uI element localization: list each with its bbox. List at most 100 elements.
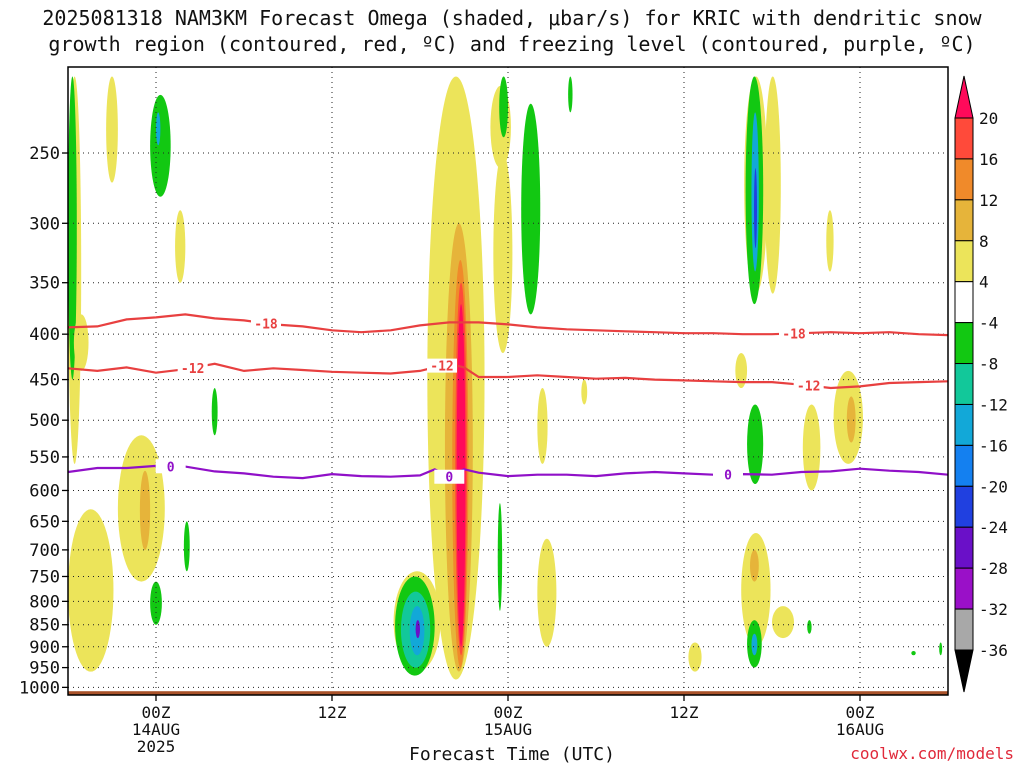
colorbar-tick-label: 4: [979, 273, 989, 292]
omega-shade-green: [68, 76, 77, 380]
omega-shade-yellow: [106, 76, 118, 183]
source-credit: coolwx.com/models: [850, 744, 1014, 763]
colorbar-tick-label: -4: [979, 314, 998, 333]
omega-shade-green: [807, 620, 812, 634]
contour-label-bg: [793, 378, 824, 393]
contour-label-bg: [155, 459, 186, 474]
omega-shade-green: [150, 581, 162, 625]
contour-label: -12: [797, 380, 820, 395]
y-tick-label: 1000: [19, 678, 60, 698]
contour-label: 0: [445, 471, 453, 486]
contour-label: -18: [254, 317, 278, 332]
x-tick-label: 14AUG: [132, 720, 180, 739]
y-tick-label: 950: [29, 659, 60, 679]
x-axis-label: Forecast Time (UTC): [409, 744, 615, 765]
contour-label-bg: [427, 358, 457, 373]
omega-shade-cyan: [751, 633, 758, 656]
omega-shade-yellow: [772, 606, 794, 639]
colorbar-segment: [954, 444, 974, 487]
omega-shade-yellow: [741, 533, 771, 647]
colorbar-segment: [954, 240, 974, 283]
y-tick-label: 700: [29, 541, 60, 561]
omega-shade-green: [183, 521, 190, 572]
chart-title-line-1: 2025081318 NAM3KM Forecast Omega (shaded…: [42, 6, 982, 30]
y-tick-label: 800: [29, 592, 60, 612]
omega-shade-yellow: [175, 210, 186, 283]
contour-label: -12: [430, 360, 453, 375]
colorbar-segment: [954, 281, 974, 324]
contour-label: 0: [724, 468, 732, 483]
colorbar-segment: [954, 199, 974, 242]
omega-shade-yellow: [68, 509, 114, 672]
omega-shade-yellow: [764, 76, 781, 294]
y-tick-label: 900: [29, 638, 60, 658]
omega-shade-green: [911, 651, 916, 656]
contour-label-bg: [251, 316, 281, 331]
omega-shade-green: [150, 94, 171, 197]
colorbar-segment: [954, 117, 974, 160]
contour-label: -12: [181, 362, 204, 377]
colorbar-segment: [954, 403, 974, 446]
omega-shade-yellow: [73, 314, 89, 371]
y-tick-label: 550: [29, 448, 60, 468]
omega-shade-yellow: [802, 404, 821, 491]
x-tick-label: 15AUG: [484, 720, 532, 739]
omega-shade-yellow: [688, 642, 702, 672]
x-tick-label: 00Z: [494, 703, 523, 722]
contour-label: 0: [167, 460, 175, 475]
y-tick-label: 850: [29, 616, 60, 636]
contour-label-bg: [434, 469, 465, 484]
colorbar-tick-label: -36: [979, 641, 1008, 660]
omega-shade-yellow: [581, 379, 588, 405]
y-tick-label: 300: [29, 214, 60, 234]
omega-shade-green: [568, 76, 573, 113]
colorbar-tick-label: -8: [979, 355, 998, 374]
contour-label-bg: [177, 360, 208, 375]
omega-shade-navy: [754, 168, 757, 249]
omega-shade-green: [939, 642, 943, 656]
colorbar-tick-label: -32: [979, 600, 1008, 619]
freezing-level-contour: [68, 464, 948, 480]
x-tick-label: 2025: [137, 737, 176, 756]
colorbar-segment: [954, 363, 974, 405]
omega-shade-green: [211, 388, 218, 436]
y-tick-label: 750: [29, 567, 60, 587]
colorbar-bottom-arrow: [954, 649, 974, 693]
omega-shade-cyan: [156, 112, 161, 146]
y-tick-label: 500: [29, 411, 60, 431]
omega-shade-yellow: [826, 210, 834, 272]
omega-shade-yellow: [537, 388, 548, 464]
colorbar-tick-label: -24: [979, 518, 1008, 537]
colorbar-tick-label: -16: [979, 436, 1008, 455]
ground-surface: [68, 691, 948, 695]
omega-shade-green: [521, 103, 541, 315]
contour-label-bg: [713, 467, 743, 482]
chart-title-line-2: growth region (contoured, red, ºC) and f…: [48, 32, 976, 56]
colorbar-segment: [954, 608, 974, 651]
colorbar-tick-label: -20: [979, 477, 1008, 496]
colorbar-tick-label: 12: [979, 191, 998, 210]
omega-shade-gold: [846, 396, 856, 443]
colorbar-tick-label: 8: [979, 232, 989, 251]
colorbar-tick-label: 16: [979, 150, 998, 169]
contour-label: -18: [782, 327, 806, 342]
x-tick-label: 12Z: [318, 703, 347, 722]
colorbar-segment: [954, 322, 974, 365]
omega-shade-green: [747, 404, 764, 484]
colorbar-tick-label: 20: [979, 109, 998, 128]
colorbar: 20 16 12 8 4 -4 -8 -12 -16 -20 -24 -28 -32 -36: [954, 75, 1008, 693]
colorbar-segment: [954, 485, 974, 528]
colorbar-segment: [954, 526, 974, 569]
omega-shade-purple: [415, 620, 420, 639]
colorbar-tick-label: -28: [979, 559, 1008, 578]
colorbar-segment: [954, 567, 974, 610]
x-tick-label: 16AUG: [836, 720, 884, 739]
y-tick-label: 650: [29, 512, 60, 532]
y-tick-label: 400: [29, 325, 60, 345]
omega-shade-green: [499, 76, 508, 138]
x-tick-label: 00Z: [846, 703, 875, 722]
contour-label-bg: [779, 326, 809, 341]
omega-shade-gold: [139, 470, 151, 550]
